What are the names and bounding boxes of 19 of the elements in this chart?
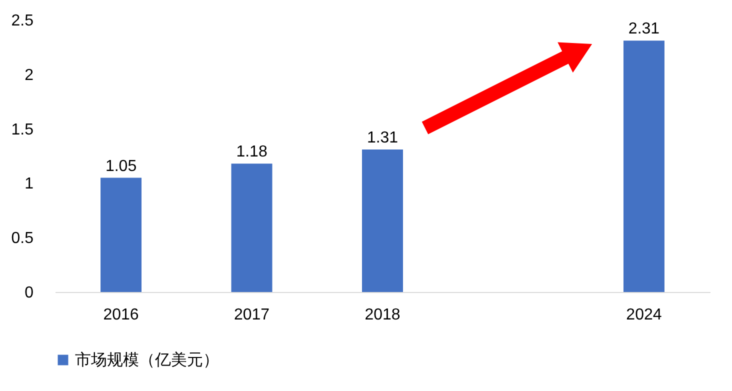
data-label: 2.31 [628,20,660,38]
y-tick-label: 2.5 [11,12,34,30]
y-tick-label: 0 [24,284,34,302]
bar [231,164,272,292]
bar [623,40,664,292]
x-tick-label: 2017 [234,306,270,324]
data-label: 1.18 [236,144,268,161]
x-tick-label: 2018 [364,306,400,324]
legend-label: 市场规模（亿美元） [75,351,219,369]
data-label: 1.05 [105,158,137,175]
bar [100,178,142,292]
bar [362,149,403,292]
y-tick-label: 0.5 [11,230,34,248]
x-tick-label: 2016 [103,306,139,324]
y-tick-label: 1 [24,176,34,193]
y-tick-label: 2 [24,66,34,84]
data-label: 1.31 [366,129,398,146]
y-tick-label: 1.5 [11,121,34,138]
x-tick-label: 2024 [626,306,662,324]
